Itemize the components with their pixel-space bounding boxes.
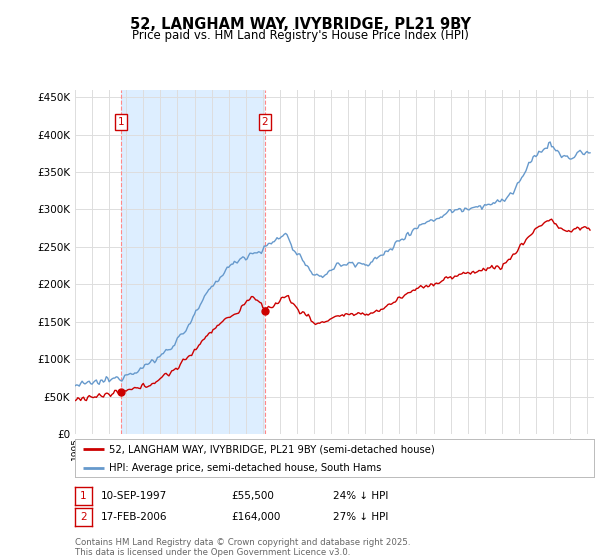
Bar	[121, 90, 265, 434]
Text: £55,500: £55,500	[231, 491, 274, 501]
Text: 1: 1	[80, 491, 87, 501]
Text: 24% ↓ HPI: 24% ↓ HPI	[333, 491, 388, 501]
Text: 2: 2	[80, 512, 87, 522]
Text: 10-SEP-1997: 10-SEP-1997	[101, 491, 167, 501]
Text: 2: 2	[262, 117, 268, 127]
Text: 17-FEB-2006: 17-FEB-2006	[101, 512, 167, 522]
Text: 52, LANGHAM WAY, IVYBRIDGE, PL21 9BY (semi-detached house): 52, LANGHAM WAY, IVYBRIDGE, PL21 9BY (se…	[109, 444, 434, 454]
Text: HPI: Average price, semi-detached house, South Hams: HPI: Average price, semi-detached house,…	[109, 463, 381, 473]
Text: 52, LANGHAM WAY, IVYBRIDGE, PL21 9BY: 52, LANGHAM WAY, IVYBRIDGE, PL21 9BY	[130, 17, 470, 32]
Text: Contains HM Land Registry data © Crown copyright and database right 2025.
This d: Contains HM Land Registry data © Crown c…	[75, 538, 410, 557]
Text: £164,000: £164,000	[231, 512, 280, 522]
Text: 1: 1	[118, 117, 124, 127]
Text: Price paid vs. HM Land Registry's House Price Index (HPI): Price paid vs. HM Land Registry's House …	[131, 29, 469, 42]
Text: 27% ↓ HPI: 27% ↓ HPI	[333, 512, 388, 522]
